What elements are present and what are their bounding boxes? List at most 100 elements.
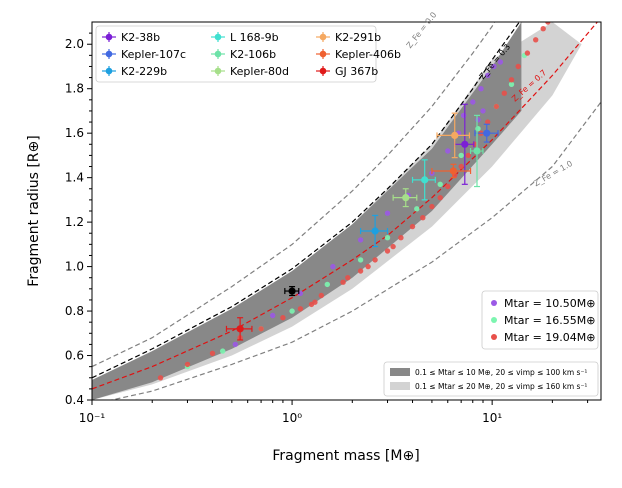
- scatter-point-0-11: [470, 99, 476, 105]
- scatter-point-2-28: [524, 50, 531, 56]
- band-legend: 0.1 ≤ Mtar ≤ 10 M⊕, 20 ≤ vimp ≤ 100 km s…: [383, 361, 599, 397]
- planet-point-3-marker: [421, 176, 429, 184]
- planet-legend-marker-1: [105, 50, 113, 58]
- scatter-point-2-19: [458, 163, 464, 170]
- planet-legend-label-5: Kepler-80d: [230, 65, 289, 78]
- y-tick-label-6: 1.6: [65, 126, 84, 140]
- planet-legend-entry-5: Kepler-80d: [211, 65, 289, 78]
- composition-curve-1: [92, 22, 521, 379]
- scatter-point-2-27: [515, 63, 521, 70]
- planet-legend-label-6: K2-291b: [335, 31, 381, 44]
- planet-legend-entry-7: Kepler-406b: [316, 48, 401, 61]
- planet-legend-label-7: Kepler-406b: [335, 48, 401, 61]
- planet-legend-label-4: K2-106b: [230, 48, 276, 61]
- planet-point-1: [474, 123, 499, 143]
- planet-legend: K2-38b Kepler-107c K2-229b L 168-9b K2-106b K…: [95, 25, 401, 83]
- band-legend-swatch-1: [390, 382, 410, 390]
- scatter-point-2-29: [533, 37, 539, 43]
- planet-point-4-marker: [473, 147, 481, 155]
- composition-curve-3: [109, 101, 601, 400]
- scatter-point-0-15: [497, 59, 504, 65]
- scatter-point-2-14: [420, 215, 426, 221]
- band-legend-label-0: 0.1 ≤ Mtar ≤ 10 M⊕, 20 ≤ vimp ≤ 100 km s…: [415, 368, 587, 377]
- planet-point-8-marker: [236, 325, 244, 333]
- scatter-point-2-36: [308, 301, 315, 308]
- planet-layer: [225, 103, 499, 341]
- x-tick-label-0: 10⁻¹: [79, 411, 106, 425]
- band-legend-box: [383, 361, 599, 397]
- planet-legend-label-1: Kepler-107c: [121, 48, 186, 61]
- planet-point-3: [411, 159, 436, 201]
- scatter-layer: [157, 22, 551, 381]
- scatter-point-1-8: [437, 181, 443, 187]
- y-tick-label-2: 0.8: [65, 304, 84, 318]
- y-tick-label-5: 1.4: [65, 171, 84, 185]
- composition-curve-2: [92, 22, 599, 390]
- scatter-point-0-10: [460, 112, 467, 119]
- mass-legend: Mtar = 10.50M⊕ Mtar = 16.55M⊕ Mtar = 19.04…: [481, 290, 599, 350]
- scatter-point-2-35: [345, 275, 351, 281]
- scatter-point-2-25: [501, 90, 507, 96]
- scatter-point-2-30: [540, 26, 546, 32]
- y-tick-label-1: 0.6: [65, 349, 84, 363]
- planet-legend-label-2: K2-229b: [121, 65, 167, 78]
- planet-point-2-marker: [371, 227, 379, 235]
- scatter-point-2-8: [340, 279, 346, 285]
- scatter-point-0-13: [485, 72, 491, 79]
- scatter-point-2-26: [508, 77, 515, 83]
- planet-legend-marker-8: [319, 67, 327, 75]
- x-tick-label-1: 10⁰: [282, 411, 302, 425]
- band-legend-label-1: 0.1 ≤ Mtar ≤ 20 M⊕, 20 ≤ vimp ≤ 160 km s…: [415, 382, 587, 391]
- scatter-point-2-33: [365, 263, 371, 270]
- mass-legend-marker-1: [491, 317, 497, 323]
- scatter-point-2-20: [465, 152, 471, 159]
- scatter-point-2-12: [398, 235, 404, 241]
- planet-point-2: [359, 214, 389, 248]
- mass-legend-label-0: Mtar = 10.50M⊕: [504, 297, 595, 310]
- scatter-point-2-23: [485, 119, 491, 125]
- planet-point-7-marker: [449, 167, 457, 175]
- planet-point-5-marker: [402, 194, 410, 202]
- tick-layer: 10⁻¹ 10⁰ 10¹ 0.4 0.6 0.8 1.0 1.2 1.4 1.6 1.8 2.0: [65, 32, 589, 425]
- scatter-point-1-7: [414, 206, 420, 212]
- scatter-point-0-14: [491, 63, 497, 70]
- mass-legend-marker-2: [491, 334, 497, 340]
- planet-point-8: [225, 317, 253, 341]
- scatter-point-1-10: [475, 126, 481, 132]
- curve-label-0: Z_Fe = 0.0: [405, 10, 439, 49]
- planet-legend-marker-3: [214, 33, 222, 41]
- planet-legend-marker-6: [319, 33, 327, 41]
- y-tick-label-4: 1.2: [65, 215, 84, 229]
- planet-legend-entry-2: K2-229b: [102, 65, 167, 78]
- planet-legend-entry-8: GJ 367b: [316, 65, 378, 78]
- planet-legend-label-8: GJ 367b: [335, 65, 378, 78]
- mass-legend-label-2: Mtar = 19.04M⊕: [504, 331, 595, 344]
- scatter-point-0-4: [357, 237, 364, 243]
- band-legend-entry-1: 0.1 ≤ Mtar ≤ 20 M⊕, 20 ≤ vimp ≤ 160 km s…: [390, 382, 587, 391]
- scatter-point-2-13: [409, 223, 416, 230]
- mass-legend-box: [481, 290, 599, 350]
- planet-legend-label-3: L 168-9b: [230, 31, 279, 44]
- scatter-point-2-31: [545, 22, 551, 25]
- planet-point-0-marker: [461, 140, 469, 148]
- scatter-point-0-8: [445, 148, 451, 154]
- mass-legend-entry-0: Mtar = 10.50M⊕: [491, 297, 595, 310]
- band-region-0: [92, 22, 522, 400]
- planet-legend-entry-3: L 168-9b: [211, 31, 279, 44]
- scatter-point-0-3: [330, 263, 336, 270]
- planet-legend-marker-0: [105, 33, 113, 41]
- band-layer: [92, 22, 582, 400]
- mass-legend-entry-1: Mtar = 16.55M⊕: [491, 314, 595, 327]
- scatter-point-2-15: [429, 203, 435, 210]
- y-tick-label-8: 2.0: [65, 37, 84, 51]
- y-axis-title: Fragment radius [R⊕]: [26, 135, 42, 286]
- planet-legend-marker-5: [214, 67, 222, 75]
- scatter-point-2-11: [384, 248, 391, 254]
- planet-legend-entry-1: Kepler-107c: [102, 48, 186, 61]
- scatter-point-2-9: [357, 268, 364, 274]
- planet-legend-marker-4: [214, 50, 222, 58]
- earth-point-marker: [288, 287, 296, 295]
- earth-point: [284, 286, 300, 297]
- planet-point-4: [469, 114, 484, 188]
